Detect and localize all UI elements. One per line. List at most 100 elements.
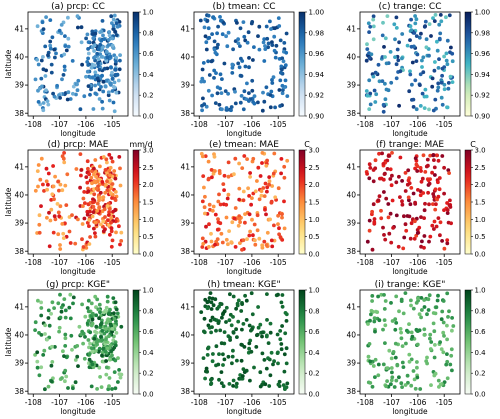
data-point — [86, 319, 91, 323]
data-point — [69, 333, 74, 338]
data-point — [436, 66, 441, 70]
data-points — [33, 13, 122, 114]
data-point — [53, 345, 57, 349]
data-point — [118, 242, 122, 247]
data-point — [46, 308, 51, 313]
data-point — [407, 359, 412, 364]
data-point — [87, 218, 92, 222]
data-point — [427, 293, 432, 298]
data-point — [419, 31, 423, 36]
data-point — [364, 58, 369, 63]
data-point — [41, 55, 45, 59]
data-point — [113, 343, 118, 348]
y-tick-label: 40 — [180, 191, 190, 200]
data-point — [238, 100, 243, 105]
data-point — [216, 24, 221, 29]
data-point — [107, 152, 112, 157]
data-point — [109, 244, 114, 249]
data-point — [57, 329, 61, 334]
data-points — [199, 151, 290, 252]
data-point — [33, 353, 37, 357]
data-point — [419, 244, 423, 249]
data-point — [270, 78, 274, 82]
data-point — [90, 362, 95, 367]
data-point — [420, 58, 424, 63]
data-point — [213, 297, 218, 302]
data-point — [43, 387, 47, 392]
data-point — [209, 307, 214, 311]
data-point — [206, 26, 211, 31]
colorbar-tick-label: 0.4 — [143, 349, 155, 357]
data-point — [224, 202, 229, 207]
colorbar-tick-label: 0.94 — [309, 71, 325, 79]
data-point — [282, 175, 287, 180]
data-point — [422, 234, 427, 238]
panel-title: (e) tmean: MAE — [209, 140, 279, 150]
data-point — [427, 181, 432, 186]
data-point — [231, 348, 235, 353]
data-point — [209, 59, 214, 64]
data-point — [393, 355, 398, 360]
data-point — [46, 182, 50, 187]
colorbar-tick-label: 3.0 — [475, 147, 486, 155]
data-point — [113, 29, 117, 34]
data-point — [213, 50, 218, 55]
data-point — [212, 317, 217, 322]
data-point — [209, 239, 214, 244]
data-point — [219, 381, 224, 385]
data-point — [62, 64, 67, 69]
data-point — [95, 201, 100, 206]
data-point — [371, 74, 376, 79]
data-point — [249, 349, 254, 354]
data-point — [208, 318, 213, 323]
data-point — [262, 99, 267, 104]
data-point — [93, 234, 98, 239]
data-point — [218, 301, 223, 306]
data-point — [101, 229, 106, 234]
data-point — [369, 52, 374, 57]
data-point — [201, 96, 205, 101]
data-point — [270, 43, 275, 47]
data-point — [434, 202, 438, 207]
data-point — [417, 35, 422, 40]
panel-3: (d) prcp: MAE-108 -107 -106 -10538394041lon… — [4, 140, 154, 276]
data-point — [200, 236, 205, 241]
data-point — [265, 189, 269, 194]
data-point — [432, 355, 437, 360]
data-point — [445, 211, 450, 216]
data-point — [381, 362, 386, 367]
colorbar-tick-label: 1.0 — [475, 287, 486, 295]
data-point — [62, 68, 67, 72]
data-point — [413, 78, 418, 83]
data-point — [113, 208, 117, 213]
data-point — [247, 212, 252, 217]
data-point — [284, 346, 289, 351]
data-point — [437, 36, 442, 41]
colorbar-tick-label: 0.0 — [475, 391, 486, 399]
data-point — [420, 91, 425, 96]
data-point — [418, 166, 423, 170]
data-point — [218, 15, 222, 19]
data-point — [233, 89, 237, 94]
data-point — [216, 217, 220, 222]
data-point — [407, 352, 412, 357]
data-point — [249, 291, 254, 296]
data-point — [43, 44, 48, 49]
data-point — [365, 47, 370, 51]
data-point — [221, 363, 225, 367]
data-point — [269, 200, 274, 205]
data-point — [107, 357, 112, 362]
data-point — [434, 224, 439, 229]
data-point — [44, 15, 48, 19]
data-point — [282, 226, 287, 231]
data-point — [415, 342, 420, 347]
data-point — [241, 20, 246, 24]
data-point — [261, 40, 266, 45]
data-point — [76, 25, 80, 30]
data-point — [202, 205, 207, 210]
data-point — [80, 222, 85, 226]
data-point — [227, 318, 232, 323]
data-point — [49, 70, 54, 75]
colorbar-tick-label: 0.2 — [143, 370, 154, 378]
data-point — [86, 51, 91, 56]
